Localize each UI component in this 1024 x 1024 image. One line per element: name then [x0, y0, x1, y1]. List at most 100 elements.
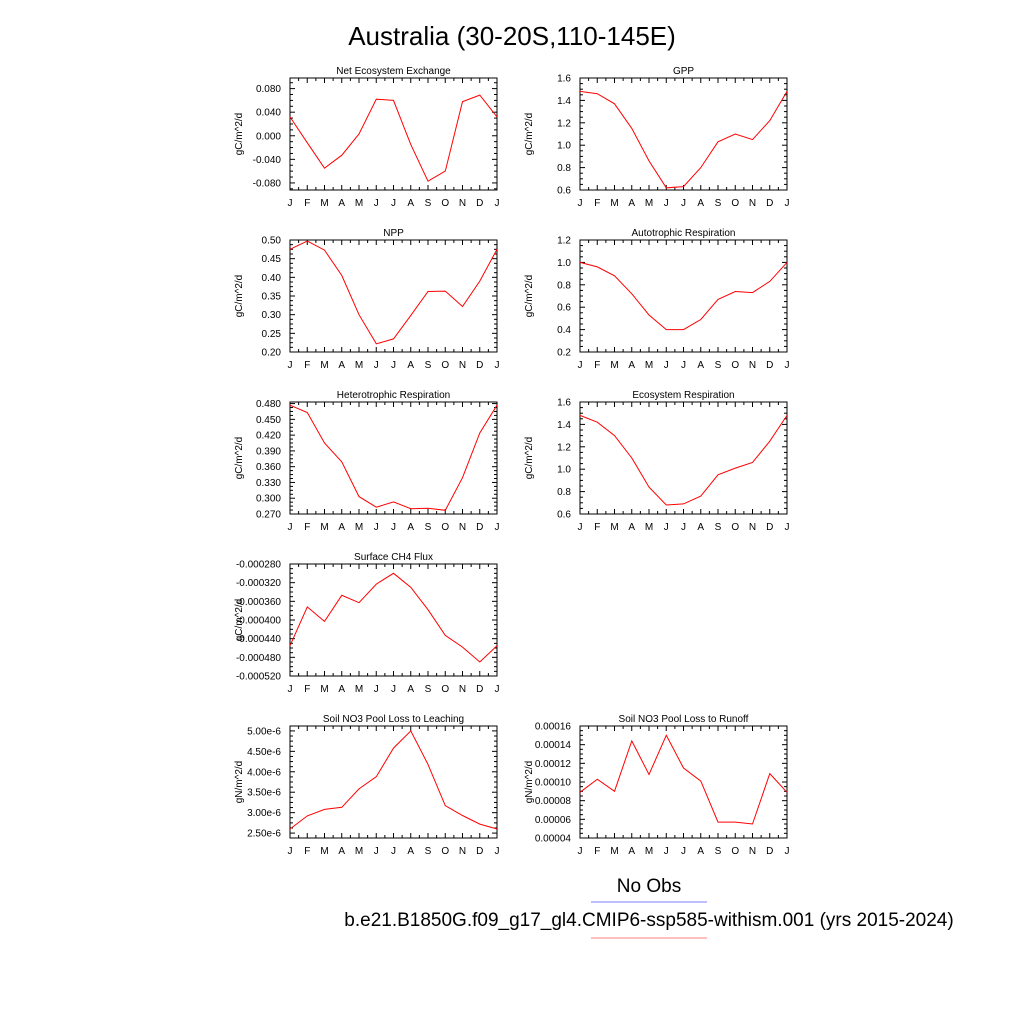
- x-tick-label: A: [697, 198, 704, 209]
- y-tick-label: 0.25: [262, 329, 282, 340]
- x-tick-label: J: [681, 198, 686, 209]
- y-tick-label: 0.8: [557, 487, 571, 498]
- x-tick-label: J: [374, 198, 379, 209]
- x-tick-label: A: [697, 522, 704, 533]
- series-line: [579, 90, 788, 189]
- plot-frame: [289, 77, 498, 191]
- y-tick-label: 1.4: [557, 420, 571, 431]
- x-tick-label: A: [338, 360, 345, 371]
- y-tick-label: -0.000280: [236, 560, 281, 571]
- x-tick-label: J: [288, 360, 293, 371]
- x-tick-label: D: [476, 846, 483, 857]
- y-tick-label: 4.00e-6: [247, 767, 281, 778]
- y-axis-label: gC/m^2/d: [234, 599, 245, 642]
- x-tick-label: D: [766, 522, 773, 533]
- x-tick-label: N: [459, 198, 466, 209]
- series-line: [289, 94, 498, 182]
- x-tick-label: N: [749, 198, 756, 209]
- y-axis-label: gN/m^2/d: [234, 761, 245, 804]
- y-tick-label: 1.0: [557, 141, 571, 152]
- x-tick-label: S: [715, 360, 722, 371]
- y-tick-label: -0.000480: [236, 653, 281, 664]
- plot-frame: [289, 239, 498, 353]
- plot-frame: [289, 725, 498, 839]
- y-tick-label: 0.45: [262, 254, 282, 265]
- x-tick-label: N: [459, 522, 466, 533]
- y-tick-label: 5.00e-6: [247, 726, 281, 737]
- y-tick-label: 1.2: [557, 236, 571, 247]
- x-tick-label: M: [645, 198, 653, 209]
- y-tick-label: 0.6: [557, 303, 571, 314]
- y-tick-label: 0.390: [256, 446, 281, 457]
- y-tick-label: -0.000320: [236, 578, 281, 589]
- y-tick-label: 0.330: [256, 478, 281, 489]
- x-tick-label: J: [288, 198, 293, 209]
- y-tick-label: 0.50: [262, 236, 282, 247]
- x-tick-label: J: [664, 522, 669, 533]
- x-tick-label: D: [766, 360, 773, 371]
- x-tick-label: A: [628, 360, 635, 371]
- x-tick-label: J: [495, 684, 500, 695]
- y-tick-label: 1.0: [557, 258, 571, 269]
- x-tick-label: M: [320, 684, 328, 695]
- x-tick-label: A: [338, 684, 345, 695]
- x-tick-label: S: [715, 846, 722, 857]
- y-tick-label: 1.2: [557, 442, 571, 453]
- x-tick-label: S: [425, 522, 432, 533]
- y-axis-label: gC/m^2/d: [234, 437, 245, 480]
- y-tick-label: 1.6: [557, 398, 571, 409]
- x-tick-label: M: [320, 198, 328, 209]
- x-tick-label: J: [391, 360, 396, 371]
- series-line: [289, 572, 498, 663]
- x-tick-label: J: [681, 360, 686, 371]
- panel-title: Autotrophic Respiration: [632, 228, 736, 239]
- x-tick-label: M: [355, 522, 363, 533]
- x-tick-label: F: [594, 522, 600, 533]
- y-tick-label: 0.8: [557, 163, 571, 174]
- y-axis-label: gC/m^2/d: [524, 275, 535, 318]
- panel-title: Net Ecosystem Exchange: [336, 66, 451, 77]
- series-line: [579, 734, 788, 825]
- y-tick-label: 0.8: [557, 280, 571, 291]
- x-tick-label: F: [594, 198, 600, 209]
- y-tick-label: -0.000440: [236, 634, 281, 645]
- y-tick-label: -0.000520: [236, 672, 281, 683]
- x-tick-label: J: [664, 360, 669, 371]
- x-tick-label: O: [731, 522, 739, 533]
- y-tick-label: 0.00008: [535, 796, 572, 807]
- legend: No Obs b.e21.B1850G.f09_g17_gl4.CMIP6-ss…: [344, 876, 954, 939]
- x-tick-label: S: [425, 684, 432, 695]
- x-tick-label: O: [441, 360, 449, 371]
- x-tick-label: A: [338, 198, 345, 209]
- series-line: [289, 730, 498, 830]
- x-tick-label: J: [664, 198, 669, 209]
- x-tick-label: J: [578, 522, 583, 533]
- x-tick-label: J: [391, 522, 396, 533]
- x-tick-label: M: [355, 684, 363, 695]
- plot-frame: [579, 725, 788, 839]
- x-tick-label: J: [374, 360, 379, 371]
- x-tick-label: N: [459, 684, 466, 695]
- x-tick-label: J: [374, 846, 379, 857]
- y-tick-label: 0.6: [557, 186, 571, 197]
- x-tick-label: J: [288, 522, 293, 533]
- x-tick-label: M: [645, 522, 653, 533]
- panel-title: Soil NO3 Pool Loss to Runoff: [619, 714, 749, 725]
- series-line: [579, 414, 788, 506]
- figure-title: Australia (30-20S,110-145E): [348, 21, 676, 51]
- x-tick-label: D: [476, 684, 483, 695]
- x-tick-label: J: [495, 522, 500, 533]
- x-tick-label: A: [407, 522, 414, 533]
- y-tick-label: 0.20: [262, 348, 282, 359]
- y-tick-label: 0.00014: [535, 740, 572, 751]
- plot-frame: [579, 239, 788, 353]
- x-tick-label: J: [495, 846, 500, 857]
- y-tick-label: 3.50e-6: [247, 788, 281, 799]
- panel-title: Soil NO3 Pool Loss to Leaching: [323, 714, 464, 725]
- x-tick-label: A: [407, 684, 414, 695]
- x-tick-label: N: [749, 522, 756, 533]
